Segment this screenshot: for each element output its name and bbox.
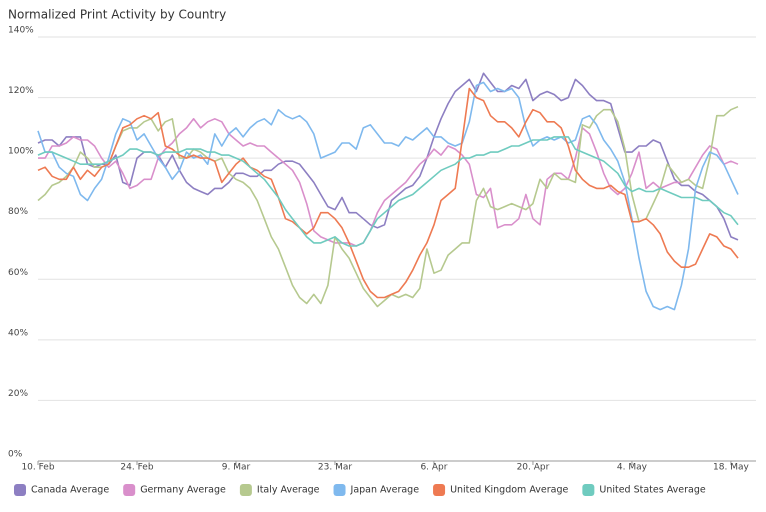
y-tick-label: 140% [8, 26, 34, 36]
x-tick-label: 4. May [617, 463, 648, 473]
legend-text: United Kingdom Average [450, 485, 568, 496]
series-line [37, 87, 739, 299]
legend-item: Italy Average [239, 484, 320, 496]
legend-item: Japan Average [333, 484, 420, 496]
x-tick-label: 18. May [713, 463, 749, 473]
x-tick-label: 20. Apr [517, 463, 550, 473]
x-tick-label: 6. Apr [420, 463, 447, 473]
legend-swatch [239, 484, 252, 496]
x-tick-label: 10. Feb [21, 463, 54, 473]
legend-text: United States Average [599, 485, 706, 496]
chart-title: Normalized Print Activity by Country [8, 8, 226, 22]
legend-text: Italy Average [257, 485, 320, 496]
series-line [37, 105, 739, 308]
y-tick-label: 60% [8, 268, 28, 278]
y-tick-label: 20% [8, 389, 28, 399]
y-tick-label: 120% [8, 86, 34, 96]
y-tick-label: 40% [8, 328, 28, 338]
legend-text: Canada Average [31, 485, 109, 496]
y-tick-label: 80% [8, 207, 28, 217]
series-line [37, 81, 739, 311]
legend-text: Germany Average [140, 485, 226, 496]
series-line [37, 136, 739, 247]
legend-swatch [14, 484, 26, 496]
legend-swatch [582, 484, 595, 496]
legend-item: Germany Average [123, 484, 226, 496]
legend-item: United States Average [582, 484, 706, 496]
y-tick-label: 100% [8, 147, 34, 157]
series-line [37, 72, 739, 241]
x-tick-label: 9. Mar [222, 463, 251, 473]
legend-text: Japan Average [350, 485, 420, 496]
x-tick-label: 23. Mar [318, 463, 352, 473]
x-tick-label: 24. Feb [120, 463, 153, 473]
series-line [38, 118, 739, 247]
legend-swatch [123, 484, 136, 496]
legend-item: Canada Average [14, 484, 109, 496]
legend-swatch [333, 484, 346, 496]
legend-item: United Kingdom Average [433, 484, 568, 496]
y-tick-label: 0% [8, 450, 23, 460]
legend-swatch [433, 484, 446, 496]
